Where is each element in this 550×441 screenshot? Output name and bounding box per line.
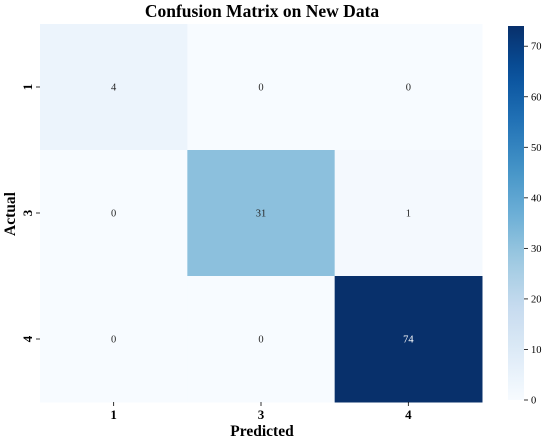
- cell-value-r0-c2: 0: [406, 83, 411, 94]
- heatmap-cell-labels: 4 0 0 0 31 1 0 0 74: [111, 83, 414, 346]
- colorbar-tick-label: 10: [531, 345, 542, 356]
- x-axis-title: Predicted: [230, 423, 294, 440]
- heatmap-cell-r0-c2: [334, 24, 483, 151]
- cell-value-r2-c2: 74: [403, 335, 414, 346]
- colorbar-tick-label: 40: [531, 193, 542, 204]
- y-tick-label: 1: [20, 84, 35, 91]
- cell-value-r1-c0: 0: [111, 209, 116, 220]
- colorbar-tick-label: 60: [531, 92, 542, 103]
- heatmap-cell-r2-c0: [40, 276, 188, 403]
- heatmap-cell-r0-c1: [187, 24, 336, 151]
- colorbar-tick-label: 30: [531, 244, 542, 255]
- colorbar-tick-label: 20: [531, 294, 542, 305]
- x-axis-ticks: 1 3 4: [110, 402, 412, 422]
- y-axis-ticks: 1 3 4: [20, 84, 40, 342]
- colorbar: [508, 26, 524, 400]
- cell-value-r1-c2: 1: [406, 209, 411, 220]
- heatmap-cell-r2-c2: [334, 276, 483, 403]
- heatmap-cell-r0-c0: [40, 24, 188, 151]
- x-tick-label: 4: [405, 407, 412, 422]
- heatmap-cell-r1-c2: [334, 150, 483, 277]
- x-tick-label: 3: [258, 407, 265, 422]
- colorbar-ticks: 0 10 20 30 40 50 60 70: [524, 42, 542, 407]
- y-axis-title: Actual: [2, 191, 19, 236]
- heatmap-cells: [40, 24, 483, 403]
- cell-value-r2-c1: 0: [258, 335, 263, 346]
- chart-title: Confusion Matrix on New Data: [145, 1, 380, 21]
- cell-value-r1-c1: 31: [256, 209, 267, 220]
- heatmap-cell-r1-c1: [187, 150, 336, 277]
- x-tick-label: 1: [110, 407, 117, 422]
- colorbar-tick-label: 70: [531, 42, 542, 53]
- y-tick-label: 4: [20, 335, 35, 342]
- colorbar-tick-label: 50: [531, 143, 542, 154]
- y-tick-label: 3: [20, 209, 35, 216]
- cell-value-r2-c0: 0: [111, 335, 116, 346]
- cell-value-r0-c1: 0: [258, 83, 263, 94]
- colorbar-tick-label: 0: [531, 396, 536, 407]
- heatmap-cell-r2-c1: [187, 276, 336, 403]
- cell-value-r0-c0: 4: [111, 83, 117, 94]
- heatmap-cell-r1-c0: [40, 150, 188, 277]
